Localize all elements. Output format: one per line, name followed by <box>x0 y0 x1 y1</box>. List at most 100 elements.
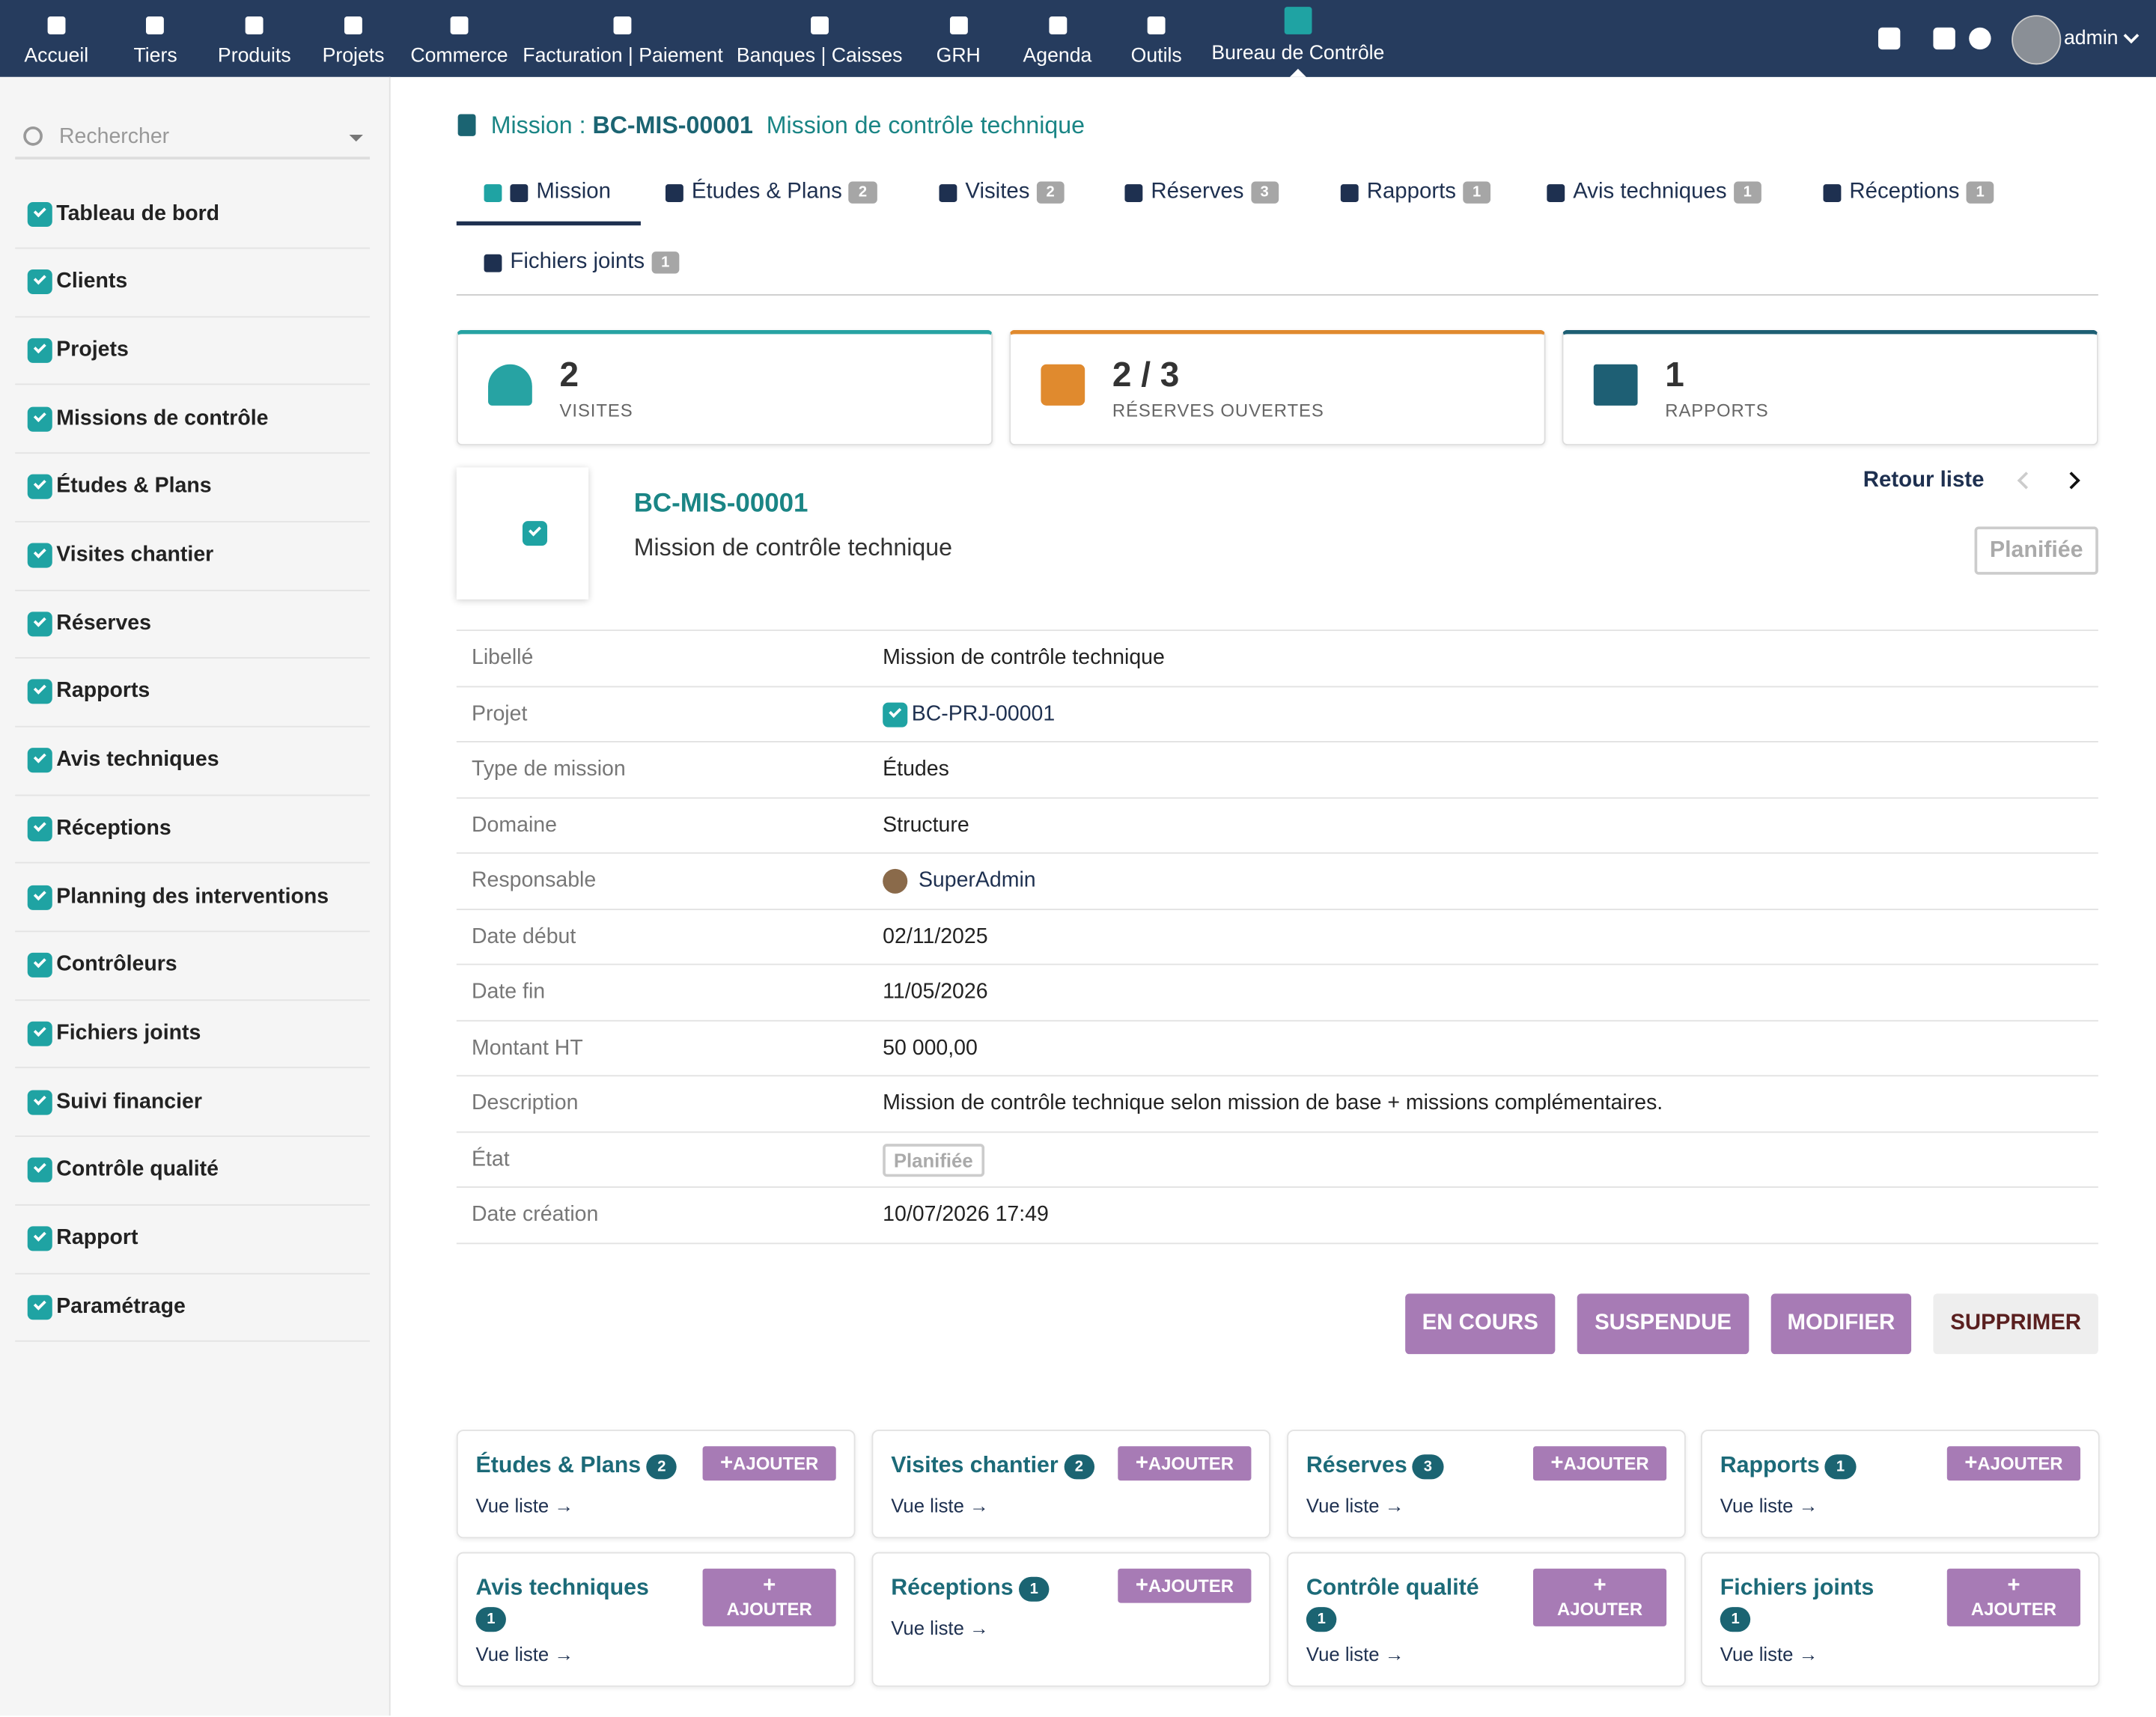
tile-link[interactable]: Vue liste → <box>475 1494 574 1516</box>
sidebar-item[interactable]: Avis techniques <box>15 727 371 796</box>
add-button[interactable]: +AJOUTER <box>1532 1568 1667 1626</box>
action-button[interactable]: SUPPRIMER <box>1933 1293 2098 1355</box>
tab-icon <box>1823 183 1842 202</box>
sidebar-item[interactable]: Clients <box>15 248 371 317</box>
add-label: AJOUTER <box>1977 1453 2063 1474</box>
add-button[interactable]: +AJOUTER <box>1532 1446 1667 1481</box>
tile-title-text[interactable]: Fichiers joints <box>1720 1575 1875 1600</box>
tile-title: Rapports 1 <box>1720 1451 1968 1480</box>
field-text: 50 000,00 <box>883 1035 978 1060</box>
sidebar-item[interactable]: Missions de contrôle <box>15 385 371 454</box>
field-text: Études <box>883 757 949 781</box>
plus: + <box>763 1574 776 1598</box>
nav-item[interactable]: Facturation | Paiement <box>523 0 723 77</box>
tab[interactable]: Fichiers joints 1 <box>484 242 680 283</box>
nav-label: GRH <box>936 45 981 68</box>
add-button[interactable]: +AJOUTER <box>702 1568 836 1626</box>
tile-link[interactable]: Vue liste → <box>1720 1642 1818 1665</box>
nav-item[interactable]: Bureau de Contrôle <box>1211 0 1384 77</box>
project-link[interactable]: BC-PRJ-00001 <box>911 701 1056 725</box>
action-button[interactable]: MODIFIER <box>1770 1293 1912 1355</box>
stat-box: 2 / 3 RÉSERVES OUVERTES <box>1009 329 1546 446</box>
next-arrow[interactable] <box>2062 472 2080 490</box>
add-button[interactable]: +AJOUTER <box>702 1446 836 1481</box>
add-button[interactable]: +AJOUTER <box>1118 1568 1252 1603</box>
tab[interactable]: Réserves 3 <box>1124 172 1279 213</box>
tile-title-text[interactable]: Avis techniques <box>475 1575 649 1600</box>
nav-item[interactable]: Agenda <box>1023 0 1091 77</box>
tile-title: Fichiers joints 1 <box>1720 1573 1913 1633</box>
sidebar-label: Missions de contrôle <box>56 406 269 430</box>
tile-link[interactable]: Vue liste → <box>891 1617 989 1639</box>
sidebar-item[interactable]: Planning des interventions <box>15 863 371 933</box>
nav-item[interactable]: Outils <box>1131 0 1182 77</box>
tile-link[interactable]: Vue liste → <box>1306 1494 1404 1516</box>
search[interactable]: Rechercher <box>15 115 371 160</box>
add-label: AJOUTER <box>1148 1575 1234 1596</box>
card-title: Mission de contrôle technique <box>633 533 952 561</box>
nav-item[interactable]: Accueil <box>24 0 88 77</box>
tab-icon <box>484 253 502 272</box>
user-link[interactable]: SuperAdmin <box>918 868 1036 893</box>
nav-label: Commerce <box>410 45 508 68</box>
sidebar-item[interactable]: Contrôle qualité <box>15 1137 371 1206</box>
sidebar-item[interactable]: Réserves <box>15 590 371 659</box>
nav-label: Tiers <box>133 45 177 68</box>
sidebar-item[interactable]: Visites chantier <box>15 522 371 591</box>
tile-link[interactable]: Vue liste → <box>1720 1494 1818 1516</box>
nav-item[interactable]: Banques | Caisses <box>737 0 902 77</box>
tab[interactable]: Études & Plans 2 <box>665 172 877 213</box>
sidebar-item[interactable]: Rapport <box>15 1205 371 1274</box>
tab[interactable]: Mission <box>484 172 611 213</box>
status-badge: Planifiée <box>1974 526 2098 575</box>
tile-count: 2 <box>646 1454 677 1480</box>
field-label: Domaine <box>472 813 557 837</box>
toolbar-icon[interactable] <box>1969 27 1991 50</box>
nav-item[interactable]: Produits <box>218 0 291 77</box>
tile-link[interactable]: Vue liste → <box>891 1494 989 1516</box>
back-link[interactable]: Retour liste <box>1863 469 1985 492</box>
tile-title-text[interactable]: Contrôle qualité <box>1306 1575 1479 1600</box>
sidebar-item[interactable]: Fichiers joints <box>15 1000 371 1069</box>
sidebar-item[interactable]: Tableau de bord <box>15 180 371 249</box>
tile-title-text[interactable]: Réceptions <box>891 1575 1014 1600</box>
nav-item[interactable]: Tiers <box>133 0 177 77</box>
tile-title-text[interactable]: Études & Plans <box>475 1453 642 1478</box>
action-button[interactable]: SUSPENDUE <box>1577 1293 1750 1355</box>
field-text: 10/07/2026 17:49 <box>883 1203 1049 1227</box>
nav-item[interactable]: Projets <box>323 0 384 77</box>
tab[interactable]: Avis techniques 1 <box>1547 172 1761 213</box>
sidebar-item[interactable]: Paramétrage <box>15 1273 371 1342</box>
user-name[interactable]: admin <box>2063 27 2119 50</box>
sidebar-item[interactable]: Études & Plans <box>15 454 371 522</box>
tab-border <box>456 294 2098 296</box>
add-button[interactable]: +AJOUTER <box>1946 1446 2080 1481</box>
tab[interactable]: Rapports 1 <box>1340 172 1491 213</box>
prev-arrow[interactable] <box>2017 472 2035 490</box>
user-icon <box>883 868 908 894</box>
sidebar-item[interactable]: Réceptions <box>15 795 371 864</box>
tab-icon <box>1547 183 1565 202</box>
sidebar-item[interactable]: Suivi financier <box>15 1068 371 1138</box>
sidebar-item[interactable]: Contrôleurs <box>15 932 371 1001</box>
add-button[interactable]: +AJOUTER <box>1946 1568 2080 1626</box>
tile-title-text[interactable]: Réserves <box>1306 1453 1407 1478</box>
avatar[interactable] <box>2012 15 2062 65</box>
sidebar-item[interactable]: Rapports <box>15 659 371 728</box>
toolbar-icon[interactable] <box>1878 27 1901 50</box>
sidebar-label: Paramétrage <box>56 1294 186 1318</box>
space <box>753 112 767 139</box>
tile-title-text[interactable]: Rapports <box>1720 1453 1820 1478</box>
toolbar-icon[interactable] <box>1933 27 1955 50</box>
nav-item[interactable]: GRH <box>937 0 981 77</box>
tile-link[interactable]: Vue liste → <box>1306 1642 1404 1665</box>
add-button[interactable]: +AJOUTER <box>1118 1446 1252 1481</box>
tile-link[interactable]: Vue liste → <box>475 1642 574 1665</box>
tab[interactable]: Visites 2 <box>939 172 1065 213</box>
sidebar-item[interactable]: Projets <box>15 317 371 386</box>
nav-item[interactable]: Commerce <box>410 0 508 77</box>
tile-title-text[interactable]: Visites chantier <box>891 1453 1059 1478</box>
tab[interactable]: Réceptions 1 <box>1823 172 1994 213</box>
thumb-icon <box>522 521 548 546</box>
action-button[interactable]: EN COURS <box>1405 1293 1556 1355</box>
